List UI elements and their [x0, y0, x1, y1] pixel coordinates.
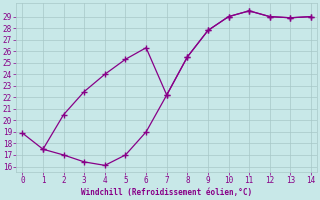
- X-axis label: Windchill (Refroidissement éolien,°C): Windchill (Refroidissement éolien,°C): [81, 188, 252, 197]
